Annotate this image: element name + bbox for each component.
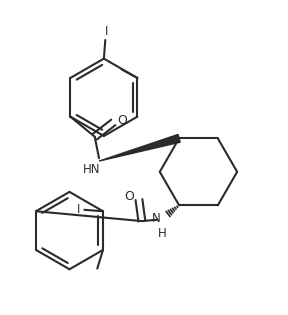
Text: HN: HN [83,163,101,175]
Text: N: N [152,212,161,225]
Text: I: I [105,25,108,38]
Polygon shape [99,135,180,161]
Text: I: I [77,203,81,216]
Text: H: H [158,227,167,240]
Text: O: O [124,190,134,203]
Text: O: O [117,114,127,128]
